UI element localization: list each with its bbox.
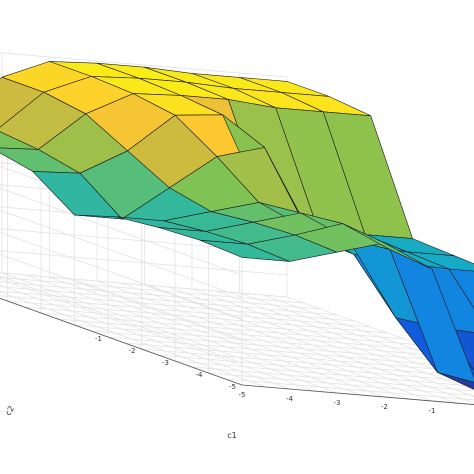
surface-patch xyxy=(406,251,474,272)
floor-grid-line xyxy=(0,290,355,322)
floor-grid-line xyxy=(0,277,304,304)
floor-grid-line xyxy=(191,366,474,392)
y-tick-label: -3 xyxy=(162,359,169,367)
floor-grid-line xyxy=(107,336,474,369)
floor-grid-line xyxy=(0,284,290,390)
floor-grid-line xyxy=(57,318,438,352)
floor-grid-line xyxy=(74,324,455,358)
tick-labels: -5-4-3-2-1012-1-2-3-4-5 xyxy=(95,335,436,415)
x-tick-label: -5 xyxy=(239,391,246,399)
floor-grid-line xyxy=(0,286,338,316)
surface-mesh xyxy=(0,61,474,390)
x-tick-label: -1 xyxy=(429,407,436,415)
x-tick-label: -2 xyxy=(381,403,388,411)
floor-grid-line xyxy=(40,312,422,346)
floor-grid-line xyxy=(158,354,474,382)
y-tick-label: -1 xyxy=(95,335,102,343)
x-tick-label: -3 xyxy=(334,399,341,407)
floor-grid-line xyxy=(7,300,388,334)
floor-grid-line xyxy=(208,372,474,396)
floor-grid-line xyxy=(0,295,371,328)
floor-grid-line xyxy=(0,281,321,310)
y-axis-label: c2 xyxy=(4,404,17,417)
y-tick-label: -5 xyxy=(229,383,236,391)
x-axis-label: c1 xyxy=(227,431,237,440)
x-tick-label: -4 xyxy=(286,395,294,403)
surface-patch xyxy=(448,268,474,309)
y-tick-label: -2 xyxy=(129,347,136,355)
floor-grid-line xyxy=(174,360,474,387)
y-tick-label: -4 xyxy=(196,371,204,379)
floor-grid-line xyxy=(24,306,405,340)
x-axis-line xyxy=(241,384,474,405)
surface-patch xyxy=(437,372,474,390)
y-axis-line xyxy=(0,297,243,386)
floor-grid-line xyxy=(91,330,472,364)
floor-grid-line xyxy=(225,378,474,401)
